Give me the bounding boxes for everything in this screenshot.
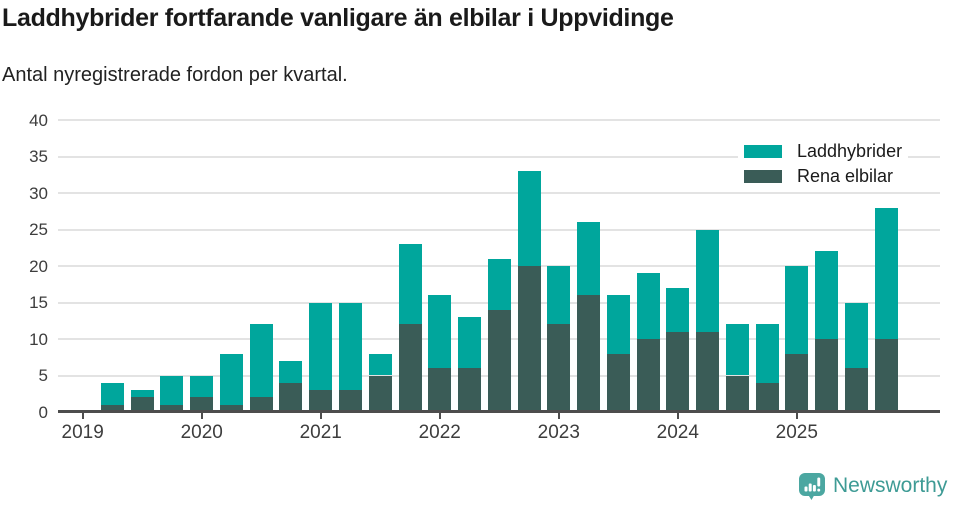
- bar-segment-laddhybrider: [309, 302, 333, 391]
- x-axis-tick: [319, 413, 322, 419]
- bar-segment-rena-elbilar: [666, 331, 690, 412]
- bar-segment-laddhybrider: [398, 244, 422, 325]
- bar-segment-laddhybrider: [249, 324, 273, 398]
- bar-segment-rena-elbilar: [606, 353, 630, 412]
- y-tick-label: 30: [29, 183, 48, 203]
- bar-segment-rena-elbilar: [100, 404, 124, 412]
- y-tick-label: 10: [29, 329, 48, 349]
- bar-segment-laddhybrider: [100, 382, 124, 405]
- bar-segment-laddhybrider: [190, 375, 214, 398]
- bar-segment-rena-elbilar: [249, 397, 273, 412]
- x-axis-tick: [676, 413, 679, 419]
- brand-name: Newsworthy: [833, 474, 948, 497]
- bar-segment-rena-elbilar: [338, 390, 362, 412]
- bar-segment-laddhybrider: [160, 375, 184, 405]
- x-axis-line: [58, 410, 940, 413]
- y-tick-label: 20: [29, 256, 48, 276]
- bar-segment-laddhybrider: [844, 302, 868, 369]
- bar-segment-rena-elbilar: [458, 368, 481, 412]
- bar-segment-rena-elbilar: [844, 368, 868, 412]
- bar-segment-laddhybrider: [666, 287, 690, 332]
- y-tick-label: 5: [38, 366, 48, 385]
- bar-segment-rena-elbilar: [815, 339, 839, 412]
- x-axis-tick: [81, 413, 84, 419]
- y-tick-label: 35: [29, 147, 48, 166]
- y-tick-label: 0: [38, 402, 48, 422]
- y-tick-label: 40: [29, 110, 48, 130]
- bar-segment-rena-elbilar: [398, 324, 422, 412]
- bar-segment-laddhybrider: [279, 360, 303, 383]
- x-tick-label: 2024: [656, 422, 699, 443]
- y-tick-label: 15: [29, 293, 48, 312]
- x-tick-label: 2021: [299, 422, 342, 443]
- bar-segment-laddhybrider: [219, 353, 243, 405]
- legend-swatch: [744, 170, 782, 183]
- x-tick-label: 2019: [61, 422, 104, 443]
- bar-segment-rena-elbilar: [577, 295, 601, 412]
- bar-segment-rena-elbilar: [130, 397, 154, 412]
- x-tick-label: 2023: [537, 422, 580, 443]
- bar-segment-laddhybrider: [130, 390, 154, 398]
- legend-label: Laddhybrider: [797, 141, 903, 161]
- bar-segment-laddhybrider: [547, 266, 571, 325]
- newsworthy-logo-icon: [799, 473, 825, 500]
- bar-segment-rena-elbilar: [696, 331, 720, 412]
- gridline: [58, 155, 940, 158]
- gridline: [58, 119, 940, 121]
- x-axis-tick: [795, 413, 798, 419]
- bar-segment-rena-elbilar: [636, 339, 660, 412]
- legend-item-laddhybrider: Laddhybrider: [744, 139, 902, 164]
- bar-segment-laddhybrider: [517, 171, 541, 266]
- gridline: [58, 228, 940, 231]
- bar-segment-laddhybrider: [725, 324, 749, 376]
- x-axis-tick: [557, 413, 560, 419]
- x-tick-label: 2025: [775, 422, 818, 443]
- bar-segment-laddhybrider: [874, 207, 898, 339]
- bar-segment-rena-elbilar: [309, 390, 333, 412]
- bar-segment-rena-elbilar: [487, 309, 511, 412]
- x-axis-tick: [438, 413, 441, 419]
- bar-segment-rena-elbilar: [547, 324, 571, 412]
- chart-title: Laddhybrider fortfarande vanligare än el…: [2, 4, 674, 32]
- bar-segment-laddhybrider: [606, 295, 630, 354]
- bar-segment-laddhybrider: [755, 324, 779, 383]
- bar-segment-rena-elbilar: [725, 375, 749, 412]
- y-tick-label: 25: [29, 220, 48, 239]
- x-tick-label: 2022: [418, 422, 461, 443]
- x-tick-label: 2020: [180, 422, 223, 443]
- chart-subtitle: Antal nyregistrerade fordon per kvartal.: [2, 64, 348, 86]
- bar-segment-rena-elbilar: [368, 375, 392, 412]
- legend-swatch: [744, 145, 782, 158]
- bar-segment-laddhybrider: [577, 222, 601, 296]
- bar-segment-laddhybrider: [368, 353, 392, 376]
- bar-segment-rena-elbilar: [428, 368, 452, 412]
- chart-legend: Laddhybrider Rena elbilar: [738, 136, 909, 192]
- legend-label: Rena elbilar: [797, 166, 894, 186]
- bar-segment-laddhybrider: [815, 251, 839, 339]
- x-axis-tick: [200, 413, 203, 419]
- bar-segment-rena-elbilar: [279, 382, 303, 412]
- bar-segment-rena-elbilar: [517, 266, 541, 412]
- bar-segment-rena-elbilar: [160, 404, 184, 412]
- bar-segment-laddhybrider: [696, 229, 720, 332]
- bar-segment-laddhybrider: [785, 266, 809, 354]
- bar-segment-laddhybrider: [338, 302, 362, 391]
- bar-segment-rena-elbilar: [874, 339, 898, 412]
- gridline: [58, 192, 940, 194]
- bar-segment-rena-elbilar: [190, 397, 214, 412]
- brand-footer: Newsworthy: [798, 472, 947, 500]
- bar-segment-rena-elbilar: [785, 353, 809, 412]
- bar-segment-rena-elbilar: [219, 404, 243, 412]
- bar-segment-laddhybrider: [458, 317, 481, 369]
- bar-segment-laddhybrider: [487, 258, 511, 310]
- bar-segment-laddhybrider: [636, 273, 660, 339]
- bar-segment-laddhybrider: [428, 295, 452, 369]
- bar-segment-rena-elbilar: [755, 382, 779, 412]
- legend-item-rena-elbilar: Rena elbilar: [744, 164, 902, 189]
